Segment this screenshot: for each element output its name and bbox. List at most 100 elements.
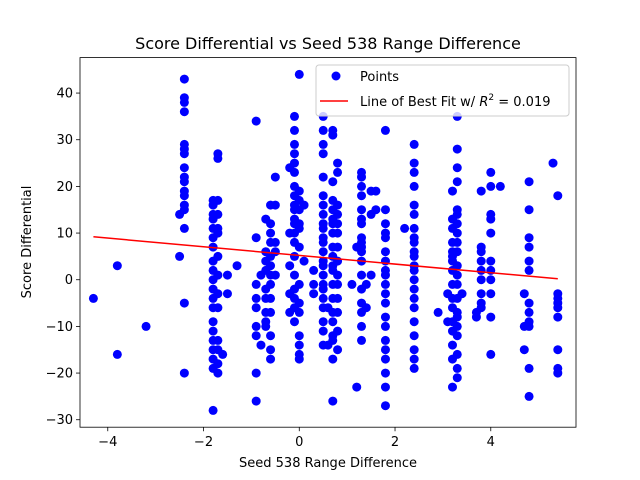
data-point [141, 321, 151, 331]
data-point [266, 307, 276, 317]
data-point [289, 111, 299, 121]
data-point [289, 251, 299, 261]
data-point [270, 172, 280, 182]
data-point [524, 391, 534, 401]
data-point [294, 331, 304, 341]
data-point [318, 172, 328, 182]
data-point [251, 116, 261, 126]
data-point [452, 270, 462, 280]
data-point [486, 181, 496, 191]
data-point [409, 181, 419, 191]
data-point [289, 149, 299, 159]
data-point [333, 307, 343, 317]
data-point [270, 247, 280, 257]
data-point [380, 205, 390, 215]
data-point [409, 275, 419, 285]
data-point [179, 97, 189, 107]
data-point [213, 335, 223, 345]
data-point [476, 186, 486, 196]
data-point [289, 270, 299, 280]
data-point [333, 293, 343, 303]
data-point [495, 181, 505, 191]
x-tick-label: 0 [295, 435, 303, 450]
data-point [380, 298, 390, 308]
data-point [309, 279, 319, 289]
data-point [318, 200, 328, 210]
y-tick-label: −30 [46, 413, 73, 428]
data-point [452, 163, 462, 173]
data-point [361, 279, 371, 289]
data-point [218, 349, 228, 359]
data-point [380, 335, 390, 345]
data-point [476, 265, 486, 275]
data-point [333, 200, 343, 210]
y-tick-label: 0 [65, 273, 73, 288]
data-point [452, 219, 462, 229]
data-point [213, 303, 223, 313]
data-point [380, 289, 390, 299]
data-point [486, 289, 496, 299]
data-point [452, 373, 462, 383]
data-point [318, 223, 328, 233]
x-tick-label: 2 [391, 435, 399, 450]
data-point [289, 167, 299, 177]
data-point [294, 307, 304, 317]
data-point [357, 321, 367, 331]
x-axis: −4 −2 0 2 4 [98, 427, 495, 450]
data-point [294, 223, 304, 233]
legend-marker-points [331, 71, 341, 81]
data-point [266, 331, 276, 341]
data-point [380, 354, 390, 364]
data-point [294, 69, 304, 79]
data-point [328, 317, 338, 327]
data-point [289, 139, 299, 149]
data-point [213, 228, 223, 238]
data-point [409, 158, 419, 168]
data-point [380, 270, 390, 280]
data-point [486, 256, 496, 266]
data-point [251, 321, 261, 331]
data-point [179, 223, 189, 233]
data-point [294, 298, 304, 308]
best-fit-line-layer [93, 236, 558, 280]
legend: Points Line of Best Fit w/ R2 = 0.019 [315, 64, 570, 117]
data-point [318, 284, 328, 294]
data-point [294, 340, 304, 350]
data-point [213, 289, 223, 299]
data-point [208, 317, 218, 327]
data-point [447, 340, 457, 350]
data-point [486, 214, 496, 224]
data-point [318, 293, 328, 303]
legend-label-points: Points [360, 70, 399, 85]
data-point [357, 335, 367, 345]
data-point [433, 307, 443, 317]
data-point [553, 312, 563, 322]
data-point [486, 312, 496, 322]
data-point [333, 228, 343, 238]
data-point [328, 130, 338, 140]
data-point [213, 251, 223, 261]
data-point [519, 345, 529, 355]
data-point [380, 279, 390, 289]
data-point [289, 125, 299, 135]
data-point [309, 265, 319, 275]
data-point [175, 251, 185, 261]
legend-label-best-fit: Line of Best Fit w/ R2 = 0.019 [360, 93, 550, 110]
data-point [447, 382, 457, 392]
data-point [452, 279, 462, 289]
data-point [409, 303, 419, 313]
data-point [251, 303, 261, 313]
data-point [524, 321, 534, 331]
data-point [357, 247, 367, 257]
data-point [266, 354, 276, 364]
data-point [452, 144, 462, 154]
x-axis-label: Seed 538 Range Difference [239, 456, 417, 471]
data-point [486, 167, 496, 177]
data-point [452, 312, 462, 322]
data-point [213, 368, 223, 378]
data-point [309, 289, 319, 299]
data-point [333, 270, 343, 280]
data-point [553, 191, 563, 201]
data-point [328, 177, 338, 187]
